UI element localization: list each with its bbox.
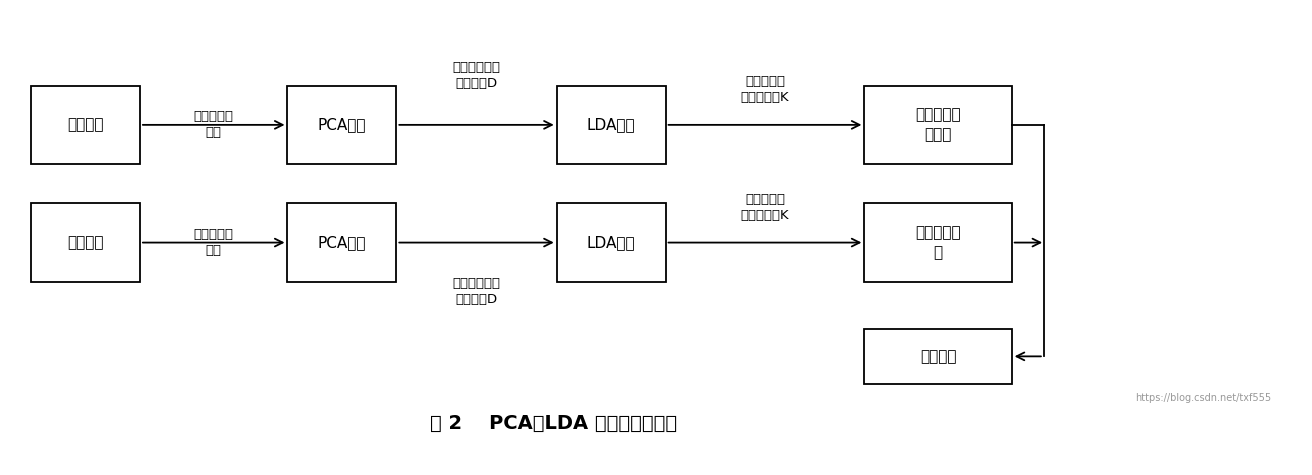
- Text: 投影向量组
成投影矩阵K: 投影向量组 成投影矩阵K: [741, 193, 790, 222]
- Text: 训练样本: 训练样本: [67, 117, 104, 133]
- Text: 投影向量组
成投影矩阵K: 投影向量组 成投影矩阵K: [741, 75, 790, 104]
- Text: 人脸库投影
向量集: 人脸库投影 向量集: [916, 107, 960, 142]
- Text: https://blog.csdn.net/txf555: https://blog.csdn.net/txf555: [1135, 393, 1271, 403]
- Bar: [556, 203, 665, 282]
- Text: 拉伸图片为
向量: 拉伸图片为 向量: [194, 228, 234, 257]
- Text: 拉伸图片为
向量: 拉伸图片为 向量: [194, 110, 234, 139]
- Bar: [287, 203, 396, 282]
- Text: LDA投影: LDA投影: [586, 235, 635, 250]
- Text: 识别结果: 识别结果: [920, 349, 956, 364]
- Text: 图 2    PCA－LDA 算法的原理过程: 图 2 PCA－LDA 算法的原理过程: [430, 414, 677, 433]
- Text: LDA投影: LDA投影: [586, 117, 635, 133]
- Bar: [865, 86, 1012, 164]
- Bar: [556, 86, 665, 164]
- Bar: [287, 86, 396, 164]
- Bar: [865, 329, 1012, 384]
- Bar: [31, 86, 140, 164]
- Bar: [865, 203, 1012, 282]
- Text: 测试投影向
量: 测试投影向 量: [916, 225, 960, 260]
- Text: PCA投影: PCA投影: [318, 235, 366, 250]
- Text: 投影向量组成
投影矩阵D: 投影向量组成 投影矩阵D: [453, 61, 500, 90]
- Bar: [31, 203, 140, 282]
- Text: 投影向量组成
投影矩阵D: 投影向量组成 投影矩阵D: [453, 277, 500, 306]
- Text: PCA投影: PCA投影: [318, 117, 366, 133]
- Text: 测试图片: 测试图片: [67, 235, 104, 250]
